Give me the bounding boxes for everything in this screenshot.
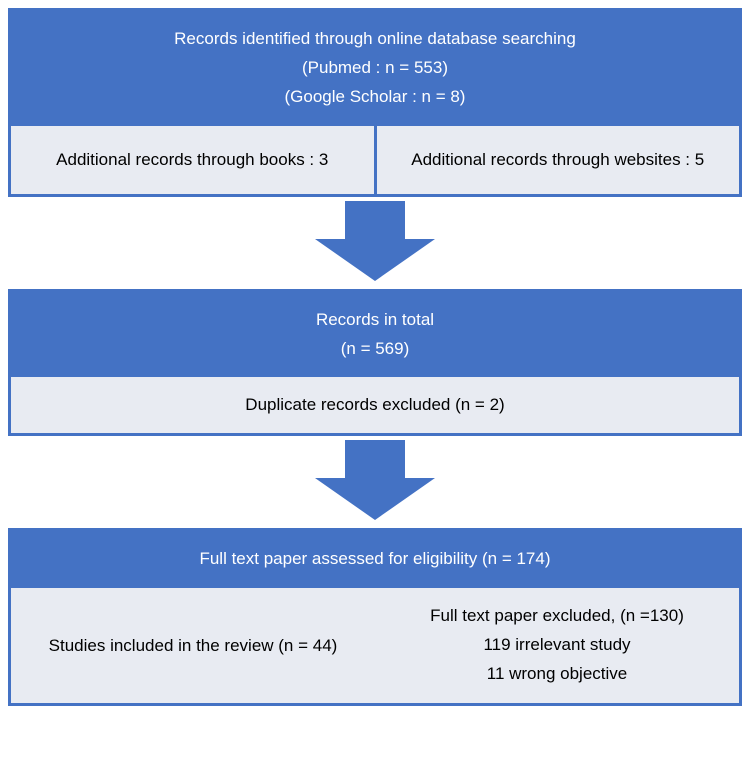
band2-line1: Records in total bbox=[21, 306, 729, 335]
band3-line1: Full text paper assessed for eligibility… bbox=[21, 545, 729, 574]
cell-additional-websites: Additional records through websites : 5 bbox=[377, 126, 740, 194]
block-full-text-assessed: Full text paper assessed for eligibility… bbox=[8, 528, 742, 706]
cell-duplicates-excluded: Duplicate records excluded (n = 2) bbox=[11, 377, 739, 433]
row-duplicates-excluded: Duplicate records excluded (n = 2) bbox=[11, 377, 739, 433]
row-inclusion-exclusion: Studies included in the review (n = 44) … bbox=[11, 588, 739, 703]
arrow-2-wrap bbox=[8, 440, 742, 520]
excluded-line3: 11 wrong objective bbox=[385, 660, 729, 689]
block-records-total: Records in total (n = 569) Duplicate rec… bbox=[8, 289, 742, 437]
band1-line3: (Google Scholar : n = 8) bbox=[21, 83, 729, 112]
band2-line2: (n = 569) bbox=[21, 335, 729, 364]
flowchart-canvas: Records identified through online databa… bbox=[0, 0, 750, 767]
excluded-line1: Full text paper excluded, (n =130) bbox=[385, 602, 729, 631]
arrow-1-wrap bbox=[8, 201, 742, 281]
arrow-down-icon bbox=[315, 201, 435, 281]
cell-additional-books: Additional records through books : 3 bbox=[11, 126, 377, 194]
band-records-identified: Records identified through online databa… bbox=[11, 11, 739, 126]
band1-line1: Records identified through online databa… bbox=[21, 25, 729, 54]
cell-excluded: Full text paper excluded, (n =130) 119 i… bbox=[375, 588, 739, 703]
row-additional-records: Additional records through books : 3 Add… bbox=[11, 126, 739, 194]
block-records-identified: Records identified through online databa… bbox=[8, 8, 742, 197]
arrow-down-icon bbox=[315, 440, 435, 520]
band1-line2: (Pubmed : n = 553) bbox=[21, 54, 729, 83]
cell-studies-included: Studies included in the review (n = 44) bbox=[11, 588, 375, 703]
excluded-line2: 119 irrelevant study bbox=[385, 631, 729, 660]
band-full-text-assessed: Full text paper assessed for eligibility… bbox=[11, 531, 739, 588]
band-records-total: Records in total (n = 569) bbox=[11, 292, 739, 378]
